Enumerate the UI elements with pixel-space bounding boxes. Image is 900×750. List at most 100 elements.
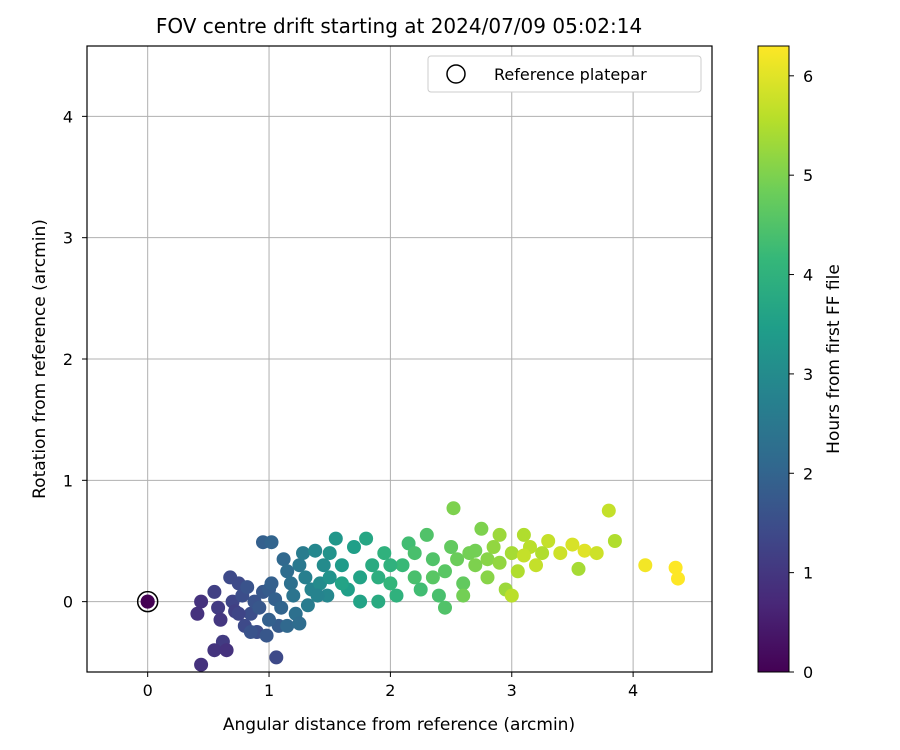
data-point <box>334 576 349 591</box>
y-tick-label: 1 <box>63 471 73 490</box>
colorbar-gradient <box>757 45 790 673</box>
data-points <box>140 501 685 672</box>
y-tick-label: 3 <box>63 229 73 248</box>
y-tick-label: 2 <box>63 350 73 369</box>
legend: Reference platepar <box>427 55 702 93</box>
reference-marker <box>136 590 159 613</box>
data-point <box>474 521 489 536</box>
data-point <box>300 598 315 613</box>
data-point <box>243 625 258 639</box>
data-point <box>383 558 398 573</box>
x-tick-label: 4 <box>628 681 638 700</box>
data-point <box>480 552 495 567</box>
data-point <box>377 546 392 561</box>
data-point <box>310 588 325 603</box>
data-point <box>419 527 434 542</box>
colorbar-tick-label: 6 <box>803 67 813 86</box>
data-point <box>589 546 604 561</box>
data-point <box>444 540 459 554</box>
data-point <box>280 618 295 633</box>
data-point <box>638 558 653 573</box>
chart-title: FOV centre drift starting at 2024/07/09 … <box>156 14 642 38</box>
colorbar-tick-label: 1 <box>803 564 813 583</box>
data-point <box>328 531 343 546</box>
data-point <box>407 570 422 585</box>
reference-fill <box>140 594 155 609</box>
x-tick-label: 0 <box>143 681 153 700</box>
data-point <box>516 548 531 563</box>
data-point <box>274 600 289 615</box>
data-point <box>316 558 331 573</box>
data-point <box>359 531 374 546</box>
data-point <box>211 600 226 615</box>
data-point <box>395 558 410 573</box>
data-point <box>492 527 507 542</box>
data-point <box>446 501 461 516</box>
data-point <box>529 558 543 573</box>
legend-entry-reference: Reference platepar <box>494 65 647 84</box>
data-point <box>286 588 301 603</box>
data-point <box>389 588 404 603</box>
data-point <box>308 543 323 558</box>
data-point <box>259 628 274 643</box>
data-point <box>541 534 556 548</box>
data-point <box>213 612 228 627</box>
colorbar-label: Hours from first FF file <box>824 264 844 454</box>
data-point <box>207 584 222 599</box>
y-axis-label: Rotation from reference (arcmin) <box>30 219 50 499</box>
colorbar-tick-label: 2 <box>803 464 813 483</box>
data-point <box>264 576 279 591</box>
colorbar-tick-label: 4 <box>803 266 813 285</box>
data-point <box>671 571 685 586</box>
data-point <box>510 564 525 579</box>
data-point <box>365 558 380 573</box>
data-point <box>353 594 368 609</box>
data-point <box>577 543 592 558</box>
data-point <box>296 546 310 561</box>
data-point <box>262 612 276 627</box>
data-point <box>553 546 568 561</box>
colorbar-ticks: 0 1 2 3 4 5 6 <box>789 67 813 682</box>
legend-box <box>427 55 702 93</box>
data-point <box>264 535 279 550</box>
data-point <box>480 570 495 585</box>
x-axis-label: Angular distance from reference (arcmin) <box>223 715 575 735</box>
data-point <box>280 564 295 579</box>
x-tick-label: 1 <box>264 681 274 700</box>
data-point <box>565 537 580 552</box>
data-point <box>383 576 398 591</box>
grid-lines <box>87 46 712 672</box>
data-point <box>322 570 337 585</box>
data-point <box>231 606 246 621</box>
x-tick-label: 3 <box>507 681 517 700</box>
data-point <box>492 555 507 570</box>
data-point <box>269 650 284 665</box>
data-point <box>425 552 440 567</box>
colorbar-tick-label: 3 <box>803 365 813 384</box>
data-point <box>194 657 209 672</box>
data-point <box>407 546 422 561</box>
data-point <box>607 534 622 548</box>
x-tick-label: 2 <box>385 681 395 700</box>
data-point <box>347 540 361 554</box>
data-point <box>207 643 222 658</box>
data-point <box>486 540 501 554</box>
data-point <box>456 588 471 603</box>
data-point <box>252 600 267 615</box>
y-axis-ticks: 0 1 2 3 4 <box>63 107 87 612</box>
data-point <box>571 561 586 576</box>
data-point <box>371 594 386 609</box>
y-tick-label: 0 <box>63 593 73 612</box>
colorbar-tick-label: 5 <box>803 166 813 185</box>
data-point <box>190 606 205 621</box>
data-point <box>438 564 452 579</box>
data-point <box>468 558 483 573</box>
data-point <box>240 580 255 595</box>
data-point <box>371 570 386 585</box>
data-point <box>456 576 471 591</box>
reference-point <box>136 590 159 613</box>
data-point <box>504 588 519 603</box>
data-point <box>353 570 368 585</box>
data-point <box>320 588 335 603</box>
